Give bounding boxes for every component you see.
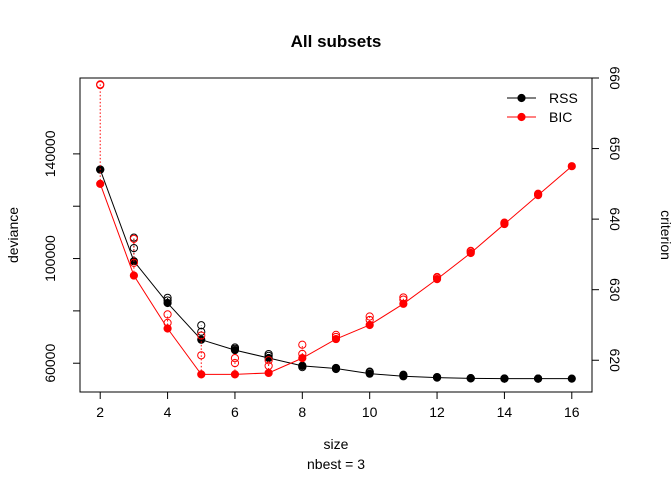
series-bic: [96, 80, 576, 379]
y-axis-right: 620 630 640 650 660: [591, 66, 623, 373]
data-point-open: [365, 312, 374, 321]
data-point-best: [197, 335, 206, 344]
y-right-tick-label: 650: [607, 137, 623, 161]
y-right-tick-label: 630: [607, 278, 623, 302]
data-point-open: [230, 358, 240, 368]
data-point-best: [331, 334, 341, 344]
y-right-tick-label: 620: [607, 349, 623, 373]
data-point-open: [163, 310, 172, 319]
data-point-best: [399, 299, 408, 308]
data-point-open: [129, 243, 138, 253]
data-point-best: [432, 373, 442, 382]
data-point-open: [129, 234, 138, 243]
legend-label: BIC: [549, 109, 572, 125]
data-point-best: [365, 320, 374, 330]
data-point-best: [365, 369, 374, 378]
x-tick-label: 14: [497, 404, 513, 420]
plot-frame: [79, 77, 593, 393]
data-point-best: [129, 271, 138, 280]
data-point-best: [534, 374, 543, 383]
x-tick-label: 8: [298, 404, 306, 420]
data-point-best: [163, 298, 172, 308]
data-point-open: [298, 340, 307, 349]
data-point-best: [534, 191, 543, 200]
data-point-best: [567, 374, 576, 383]
y-left-tick-label: 60000: [42, 344, 58, 383]
y-right-tick-label: 660: [607, 66, 623, 90]
data-point-best: [230, 370, 240, 379]
data-point-best: [96, 179, 105, 188]
data-point-best: [197, 370, 206, 379]
y-axis-left: 60000 100000 140000: [42, 130, 81, 383]
data-point-open: [197, 351, 206, 360]
legend: RSS BIC: [507, 90, 578, 125]
data-point-best: [163, 324, 172, 333]
data-point-open: [197, 327, 206, 336]
data-point-open: [96, 80, 105, 89]
data-point-best: [230, 346, 240, 355]
legend-marker: [517, 112, 526, 122]
legend-label: RSS: [549, 90, 578, 106]
data-point-best: [500, 219, 509, 229]
data-point-best: [432, 275, 442, 284]
data-point-best: [331, 364, 341, 373]
y-axis-left-label: deviance: [5, 207, 21, 263]
data-point-open: [197, 321, 206, 330]
x-axis: 2 4 6 8 10 12 14 16: [96, 391, 580, 420]
data-point-open: [230, 354, 240, 363]
data-point-best: [466, 248, 475, 258]
data-point-best: [466, 374, 475, 383]
data-point-best: [298, 361, 307, 370]
x-axis-sublabel: nbest = 3: [307, 456, 365, 472]
y-left-tick-label: 140000: [42, 130, 58, 177]
x-tick-label: 10: [362, 404, 378, 420]
y-right-tick-label: 640: [607, 207, 623, 231]
legend-marker: [517, 93, 526, 103]
series-line: [99, 169, 572, 380]
x-tick-label: 16: [564, 404, 580, 420]
y-axis-right-label: criterion: [658, 210, 672, 260]
chart-title: All subsets: [291, 32, 382, 51]
series-rss: [96, 165, 576, 383]
x-tick-label: 4: [164, 404, 172, 420]
data-point-best: [264, 368, 273, 378]
data-point-best: [399, 372, 408, 381]
y-left-tick-label: 100000: [42, 235, 58, 282]
data-point-open: [129, 258, 138, 267]
data-point-open: [197, 331, 206, 340]
x-axis-label: size: [324, 436, 349, 452]
data-point-best: [298, 354, 307, 363]
data-point-best: [567, 162, 576, 171]
x-tick-label: 2: [96, 404, 104, 420]
data-point-best: [500, 374, 509, 383]
x-tick-label: 6: [231, 404, 239, 420]
data-point-open: [264, 356, 273, 365]
x-tick-label: 12: [429, 404, 445, 420]
